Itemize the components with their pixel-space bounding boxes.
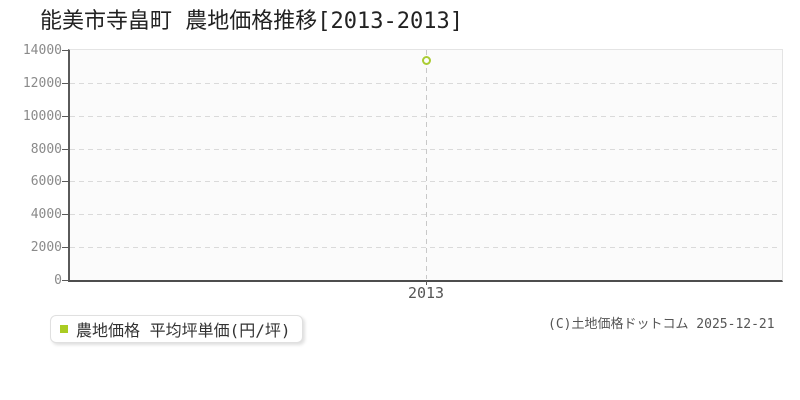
x-axis-tick	[426, 281, 427, 285]
legend-box: 農地価格 平均坪単価(円/坪)	[50, 315, 303, 343]
chart-title: 能美市寺畠町 農地価格推移[2013-2013]	[40, 9, 463, 34]
gridline-vertical	[426, 50, 427, 279]
y-axis-tick-label: 4000	[30, 207, 62, 222]
x-axis-tick-label: 2013	[407, 284, 445, 302]
data-point-marker	[422, 56, 431, 65]
gridline-horizontal	[70, 181, 781, 182]
y-axis-tick-label: 10000	[22, 109, 62, 124]
legend-marker-square-icon	[60, 325, 68, 333]
gridline-horizontal	[70, 247, 781, 248]
y-axis-tick	[62, 149, 68, 150]
gridline-horizontal	[70, 214, 781, 215]
gridline-horizontal	[70, 116, 781, 117]
copyright-notice: (C)土地価格ドットコム 2025-12-21	[548, 317, 775, 332]
legend-label: 農地価格 平均坪単価(円/坪)	[76, 321, 291, 340]
y-axis-tick	[62, 280, 68, 281]
y-axis-tick	[62, 83, 68, 84]
y-axis-tick-label: 12000	[22, 76, 62, 91]
y-axis-tick	[62, 116, 68, 117]
gridline-horizontal	[70, 83, 781, 84]
y-axis-tick-label: 14000	[22, 43, 62, 58]
y-axis-tick-label: 0	[54, 273, 62, 288]
y-axis-tick-label: 8000	[30, 142, 62, 157]
y-axis-tick	[62, 214, 68, 215]
y-axis-tick	[62, 50, 68, 51]
y-axis-tick-label: 2000	[30, 240, 62, 255]
y-axis-tick	[62, 181, 68, 182]
y-axis-tick	[62, 247, 68, 248]
plot-area	[68, 49, 783, 282]
gridline-horizontal	[70, 149, 781, 150]
y-axis-tick-label: 6000	[30, 174, 62, 189]
